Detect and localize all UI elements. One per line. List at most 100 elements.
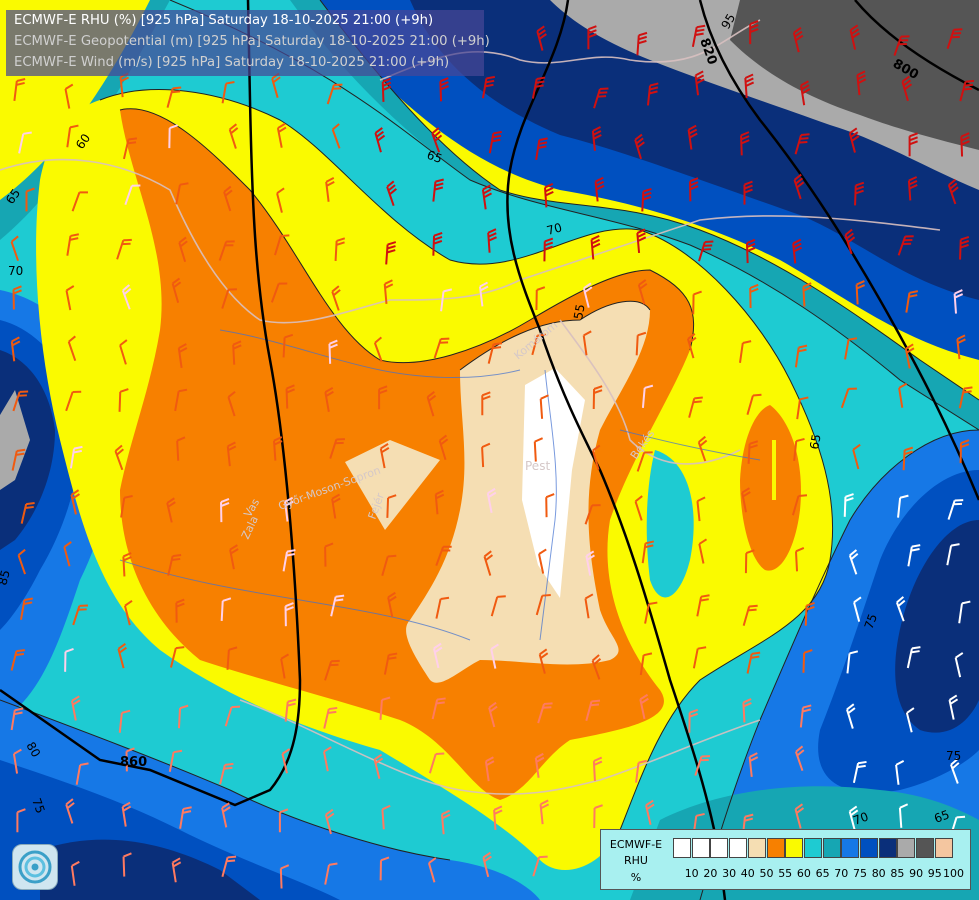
wind-barb-icon [168,749,183,773]
wind-barb-icon [488,130,502,154]
wind-barb-icon [440,809,451,835]
wind-barb-icon [13,77,26,101]
wind-barb-icon [17,548,27,575]
wind-barb-icon [694,755,711,776]
wind-barb-icon [122,852,132,877]
wind-barb-icon [324,862,338,885]
wind-barb-icon [908,132,918,157]
wind-barb-icon [947,178,959,205]
wind-barb-icon [855,280,866,305]
wind-barb-icon [381,804,391,830]
wind-barb-icon [689,177,699,202]
wind-barb-icon [543,237,554,262]
legend-tick-label: 100 [943,867,964,880]
wind-barb-icon [686,332,697,359]
wind-barb-icon [279,864,290,889]
wind-barb-icon [853,596,862,622]
wind-barb-icon [125,747,135,772]
wind-barb-icon [25,187,35,212]
wind-barb-icon [117,643,127,669]
legend-tick-label: 10 [684,867,699,880]
wind-barb-icon [175,182,189,205]
wind-barb-icon [898,803,909,828]
wind-barb-icon [487,342,503,364]
wind-barb-icon [490,643,499,669]
wind-barb-icon [324,386,334,413]
wind-barb-icon [582,330,592,356]
wind-barb-icon [582,282,593,308]
wind-barb-icon [856,70,867,96]
legend-tick-label: 90 [909,867,924,880]
wind-barb-icon [802,649,813,673]
legend-swatch [916,838,935,858]
wind-barb-icon [284,496,294,522]
wind-barb-icon [794,546,805,572]
wind-barb-icon [481,184,493,210]
wind-barb-icon [793,173,805,200]
wind-barb-icon [224,705,241,727]
wind-barbs [10,20,975,889]
wind-barb-icon [439,77,449,102]
ecmwf-swirl-icon [18,850,52,884]
wind-barb-icon [72,604,88,626]
wind-barb-icon [330,594,345,617]
wind-barb-icon [177,704,189,729]
wind-barb-icon [954,652,964,678]
wind-barb-icon [71,191,88,212]
wind-barb-icon [386,180,397,206]
wind-barb-icon [490,595,506,617]
wind-barb-icon [270,282,288,303]
wind-barb-icon [221,802,231,828]
wind-barb-icon [168,124,179,149]
wind-barb-icon [747,440,759,464]
wind-barb-icon [905,707,915,733]
contour-label: 70 [851,809,870,827]
wind-barb-icon [18,131,32,154]
wind-barb-icon [379,696,391,720]
wind-barb-icon [748,752,759,777]
wind-barb-icon [331,285,341,311]
wind-barb-icon [166,497,176,523]
wind-barb-icon [538,548,547,574]
wind-barb-icon [739,340,752,363]
wind-barb-icon [435,545,452,566]
place-label-pest: Pest [525,459,550,473]
wind-barb-icon [585,699,601,722]
wind-barb-icon [645,799,655,825]
wind-barb-icon [535,594,551,616]
wind-barb-icon [895,596,906,622]
contour-label: 75 [862,612,880,631]
wind-barb-icon [950,758,960,784]
legend-swatch [673,838,691,858]
legend-tick-label: 60 [796,867,811,880]
wind-barb-icon [122,137,138,160]
legend-swatch [841,838,860,858]
wind-barb-icon [65,390,82,412]
wind-barb-icon [426,391,437,417]
wind-barb-icon [481,75,496,99]
wind-barb-icon [124,600,133,626]
wind-barb-icon [639,693,649,720]
wind-barb-icon [324,659,340,681]
wind-barb-icon [904,343,915,369]
wind-barb-icon [329,438,345,459]
contour-label: 80 [23,740,43,760]
wind-barb-icon [276,187,285,213]
wind-barb-icon [742,698,752,723]
wind-barb-icon [947,499,964,520]
wind-barb-icon [698,538,708,564]
wind-barb-icon [893,35,910,56]
wind-barb-icon [373,753,384,780]
wind-barb-icon [66,233,80,256]
wind-barb-icon [532,855,548,877]
wind-barb-icon [592,756,603,782]
wind-barb-icon [220,498,230,523]
legend-swatch [710,838,729,858]
wind-barb-icon [432,232,443,256]
wind-barb-icon [959,235,970,260]
wind-barb-icon [229,544,239,570]
title-geopotential: ECMWF-E Geopotential (m) [925 hPa] Satur… [14,34,490,49]
